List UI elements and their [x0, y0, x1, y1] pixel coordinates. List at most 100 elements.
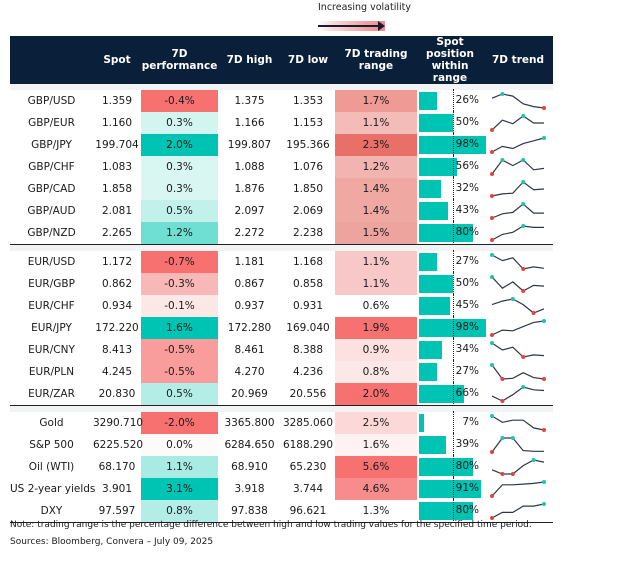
group-spacer	[10, 405, 553, 412]
trend-high-marker	[521, 202, 526, 206]
spacer-cell	[335, 84, 417, 90]
position-bar	[419, 297, 450, 315]
instrument-name: GBP/AUD	[27, 205, 76, 217]
trend-high-marker	[490, 363, 494, 367]
trading-range-value: 0.8%	[335, 361, 417, 383]
market-table: Spot 7D performance 7D high 7D low 7D tr…	[10, 36, 553, 523]
instrument-name: Gold	[39, 417, 64, 429]
high-value: 2.097	[234, 205, 265, 217]
trading-range-value: 4.6%	[335, 478, 417, 500]
header-performance: 7D performance	[141, 48, 218, 72]
performance-value: 0.3%	[141, 178, 218, 200]
trend-high-marker	[510, 436, 515, 440]
low-value: 0.931	[292, 300, 324, 312]
midpoint-line	[453, 433, 454, 457]
table-row: EUR/USD 1.172 -0.7% 1.181 1.168 1.1% 27%	[10, 250, 553, 274]
instrument-name: GBP/NZD	[10, 222, 93, 245]
trend-cell	[483, 456, 553, 478]
midpoint-line	[453, 455, 454, 479]
position-bar	[419, 319, 486, 337]
spacer-cell	[141, 405, 218, 412]
trend-high-marker	[490, 253, 494, 257]
trading-range-value: 5.6%	[335, 456, 417, 478]
midpoint-line	[453, 338, 454, 362]
trend-sparkline	[490, 502, 546, 520]
midpoint-line	[453, 411, 454, 435]
low-value: 2.069	[292, 205, 324, 217]
trend-high-marker	[510, 297, 515, 301]
trend-sparkline	[490, 136, 546, 154]
trend-cell	[483, 412, 553, 434]
header-trading-range: 7D trading range	[344, 48, 408, 72]
trend-high-marker	[500, 92, 505, 96]
footnote: Note: trading range is the percentage di…	[10, 520, 532, 530]
high-value: 6284.650	[224, 439, 275, 451]
spot-position-cell: 80%	[417, 455, 483, 479]
low-value: 0.858	[292, 278, 324, 290]
trend-sparkline	[490, 253, 545, 271]
spot-position-cell: 66%	[417, 382, 483, 406]
low-value: 20.556	[281, 383, 335, 406]
trend-sparkline	[490, 414, 546, 432]
trend-sparkline	[491, 297, 545, 315]
position-percent: 80%	[455, 504, 479, 516]
spot-value: 20.830	[93, 383, 141, 406]
trend-low-marker	[490, 516, 494, 520]
low-value: 1.353	[292, 95, 324, 107]
spot-position-cell: 27%	[417, 250, 483, 274]
low-value: 2.238	[281, 222, 335, 245]
trend-sparkline	[490, 224, 544, 242]
position-percent: 32%	[455, 182, 479, 194]
position-bar	[419, 136, 486, 154]
trading-range-value: 1.4%	[335, 200, 417, 222]
high-value: 3365.800	[224, 417, 275, 429]
spacer-cell	[335, 405, 417, 412]
trend-sparkline	[490, 158, 545, 176]
low-value: 3.744	[292, 483, 324, 495]
spot-value: 68.170	[98, 461, 136, 473]
performance-value: -0.5%	[141, 339, 218, 361]
table-row: Gold 3290.710 -2.0% 3365.800 3285.060 2.5% 7%	[10, 411, 553, 435]
trend-high-marker	[542, 136, 546, 140]
high-value: 199.807	[227, 139, 272, 151]
low-value: 1.850	[292, 183, 324, 195]
arrow-head-icon	[378, 21, 385, 31]
trend-line	[491, 298, 545, 314]
instrument-name: US 2-year yields	[10, 483, 96, 495]
trend-low-marker	[521, 355, 526, 359]
trend-cell	[483, 200, 553, 222]
spot-value: 0.934	[101, 300, 133, 312]
trend-high-marker	[521, 385, 526, 389]
trend-sparkline	[490, 202, 544, 220]
midpoint-line	[453, 499, 454, 523]
header-spot: Spot	[103, 54, 131, 66]
table-row: EUR/GBP 0.862 -0.3% 0.867 0.858 1.1% 50%	[10, 272, 553, 296]
spacer-cell	[93, 244, 141, 251]
spot-value: 1.359	[101, 95, 133, 107]
spacer-cell	[93, 405, 141, 412]
spot-value: 172.220	[95, 322, 139, 334]
trend-sparkline	[490, 341, 545, 359]
instrument-name: S&P 500	[29, 439, 74, 451]
instrument-name: EUR/GBP	[28, 278, 75, 290]
position-percent: 43%	[455, 204, 479, 216]
high-value: 172.280	[227, 322, 272, 334]
position-bar	[419, 436, 446, 454]
instrument-name: GBP/USD	[27, 95, 76, 107]
position-bar	[419, 224, 474, 242]
trading-range-value: 1.9%	[335, 317, 417, 339]
trading-range-value: 1.7%	[335, 90, 417, 112]
trend-sparkline	[491, 385, 545, 403]
trading-range-value: 0.6%	[335, 295, 417, 317]
trend-sparkline	[490, 363, 546, 381]
performance-value: 1.1%	[141, 456, 218, 478]
legend-label: Increasing volatility	[318, 2, 411, 13]
spacer-cell	[141, 84, 218, 90]
trading-range-value: 1.1%	[335, 112, 417, 134]
trend-cell	[483, 156, 553, 178]
spacer-cell	[417, 244, 483, 251]
low-value: 4.236	[292, 366, 324, 378]
trend-cell	[483, 90, 553, 112]
high-value: 0.867	[234, 278, 265, 290]
spot-position-cell: 56%	[417, 155, 483, 179]
